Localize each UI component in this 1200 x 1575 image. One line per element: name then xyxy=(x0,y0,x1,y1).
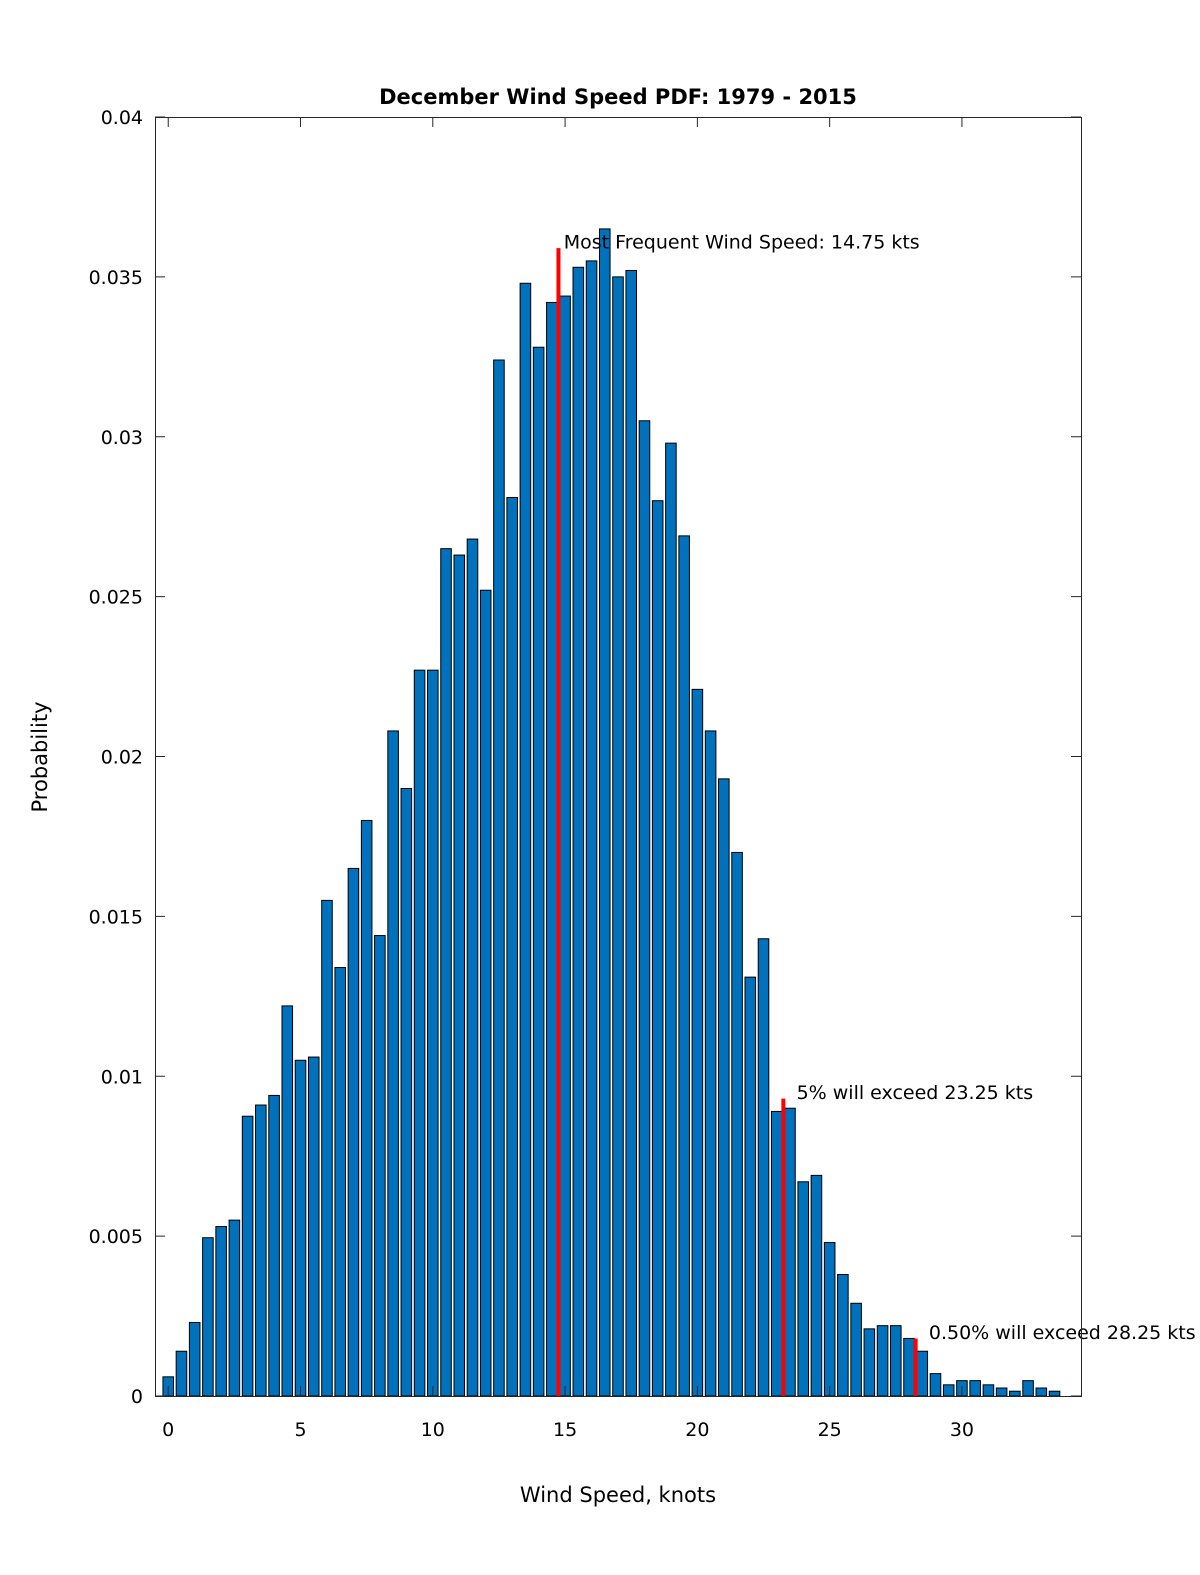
bar xyxy=(400,787,413,1397)
bar xyxy=(837,1273,849,1397)
bar xyxy=(876,1325,889,1397)
bar xyxy=(281,1005,294,1397)
bar xyxy=(731,851,743,1397)
bar xyxy=(598,228,611,1397)
bar xyxy=(585,260,598,1397)
marker-label: 5% will exceed 23.25 kts xyxy=(797,1082,1034,1104)
bar xyxy=(638,420,651,1397)
y-tick-label: 0 xyxy=(131,1386,143,1408)
bar xyxy=(1048,1390,1061,1397)
bar xyxy=(665,442,677,1397)
bar xyxy=(942,1384,955,1397)
x-tick-label: 15 xyxy=(553,1419,577,1441)
x-tick-label: 0 xyxy=(162,1419,174,1441)
bar xyxy=(718,778,730,1397)
bar xyxy=(982,1384,995,1397)
y-tick-label: 0.035 xyxy=(89,267,143,289)
x-axis-label: Wind Speed, knots xyxy=(520,1483,716,1507)
marker-label: 0.50% will exceed 28.25 kts xyxy=(929,1322,1196,1344)
y-tick-label: 0.015 xyxy=(89,906,143,928)
bar xyxy=(175,1350,188,1397)
bar xyxy=(453,554,466,1397)
x-tick-label: 5 xyxy=(294,1419,306,1441)
bar xyxy=(969,1380,981,1397)
bar xyxy=(479,589,492,1397)
bar xyxy=(440,548,452,1397)
bar xyxy=(228,1219,241,1397)
bar xyxy=(546,301,558,1397)
bar xyxy=(704,730,717,1397)
bar xyxy=(757,938,770,1397)
chart-title: December Wind Speed PDF: 1979 - 2015 xyxy=(379,85,857,109)
bar xyxy=(784,1107,796,1397)
bar xyxy=(770,1110,783,1397)
y-tick-label: 0.025 xyxy=(89,587,143,609)
bar xyxy=(294,1059,307,1397)
y-tick-label: 0.01 xyxy=(101,1066,143,1088)
bar xyxy=(744,976,757,1397)
bar xyxy=(651,500,664,1397)
bar xyxy=(678,535,690,1397)
bar xyxy=(427,669,439,1397)
bar xyxy=(374,935,386,1397)
bar xyxy=(850,1302,862,1397)
bar xyxy=(929,1373,942,1397)
bar xyxy=(916,1350,929,1397)
bar xyxy=(360,819,373,1397)
bar xyxy=(625,269,638,1397)
y-axis: 0 0.005 0.01 0.015 0.02 0.025 0.03 0.035 0.04 xyxy=(89,107,1081,1408)
x-axis: 0 5 10 15 20 25 30 xyxy=(162,117,974,1441)
bar xyxy=(519,282,532,1397)
x-tick-label: 10 xyxy=(421,1419,445,1441)
bar xyxy=(321,899,333,1397)
bar xyxy=(810,1174,823,1397)
bar xyxy=(890,1325,902,1397)
bar xyxy=(797,1181,809,1397)
y-tick-label: 0.03 xyxy=(101,427,143,449)
bar xyxy=(1035,1387,1048,1397)
bar xyxy=(572,266,585,1397)
bar xyxy=(863,1328,876,1397)
bar xyxy=(202,1237,214,1397)
bar xyxy=(255,1104,267,1397)
bar xyxy=(268,1094,280,1397)
bar xyxy=(995,1387,1008,1397)
bar xyxy=(307,1056,320,1397)
bar xyxy=(532,346,545,1397)
bar xyxy=(387,730,399,1397)
bar xyxy=(903,1337,915,1397)
y-axis-label: Probability xyxy=(28,701,52,812)
bars-group xyxy=(162,228,1061,1397)
bar xyxy=(559,295,571,1397)
bar xyxy=(612,276,624,1397)
y-tick-label: 0.04 xyxy=(101,107,143,129)
bar xyxy=(493,359,505,1397)
x-tick-label: 20 xyxy=(685,1419,709,1441)
bar xyxy=(1009,1390,1021,1397)
bar xyxy=(466,538,479,1397)
x-tick-label: 25 xyxy=(818,1419,842,1441)
bar xyxy=(1022,1380,1034,1397)
bar xyxy=(413,669,426,1397)
bar xyxy=(506,497,518,1397)
y-tick-label: 0.02 xyxy=(101,747,143,769)
x-tick-label: 30 xyxy=(950,1419,974,1441)
bar xyxy=(188,1321,201,1397)
y-tick-label: 0.005 xyxy=(89,1226,143,1248)
markers-group: Most Frequent Wind Speed: 14.75 kts 5% wi… xyxy=(556,232,1196,1396)
bar xyxy=(691,688,704,1397)
marker-label: Most Frequent Wind Speed: 14.75 kts xyxy=(564,232,920,254)
bar xyxy=(215,1226,227,1397)
bar xyxy=(334,967,346,1397)
bar xyxy=(241,1115,254,1397)
bar xyxy=(823,1242,836,1397)
bar xyxy=(347,867,360,1397)
